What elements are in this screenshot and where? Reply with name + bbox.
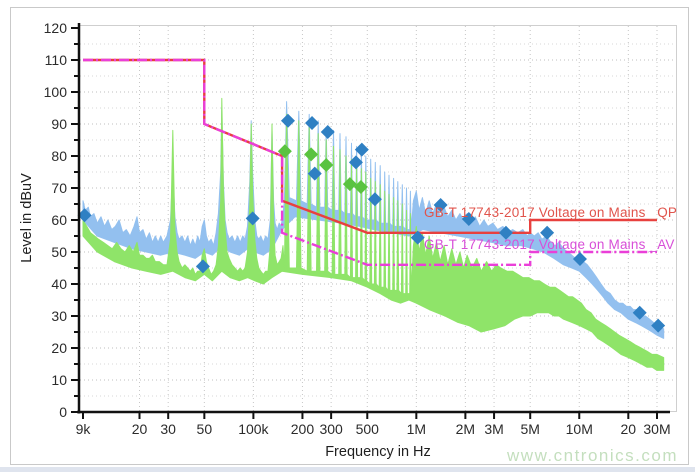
av-limit-label: GB-T 17743-2017 Voltage on Mains _AV (424, 237, 675, 252)
y-tick-label: 90 (51, 116, 67, 132)
x-tick-label: 30M (643, 421, 670, 437)
blue-diamonds-marker (572, 252, 587, 267)
blue-diamonds-marker (245, 211, 260, 226)
green-diamonds-marker (304, 147, 319, 162)
x-tick-label: 9k (76, 421, 92, 437)
x-tick-label: 3M (484, 421, 503, 437)
blue-diamonds-marker (320, 125, 335, 139)
blue-diamonds-marker (461, 212, 476, 227)
y-tick-label: 70 (51, 180, 67, 196)
x-tick-label: 10M (566, 421, 593, 437)
x-tick-label: 200 (291, 421, 315, 437)
y-tick-label: 20 (51, 340, 67, 356)
y-tick-label: 100 (44, 84, 68, 100)
blue-diamonds-marker (540, 225, 555, 240)
qp-limit-label: GB-T 17743-2017 Voltage on Mains _QP (424, 205, 677, 220)
green-diamonds-marker (277, 144, 292, 159)
y-tick-label: 0 (59, 404, 67, 420)
limit-lines (83, 58, 657, 266)
blue-diamonds-marker (498, 225, 513, 240)
x-axis-title: Frequency in Hz (325, 444, 431, 460)
blue-diamonds-marker (195, 259, 210, 274)
y-tick-label: 60 (51, 212, 67, 228)
y-tick-label: 40 (51, 276, 67, 292)
blue-diamonds-marker (280, 113, 295, 128)
blue-diamonds-marker (77, 208, 92, 223)
y-tick-label: 120 (44, 20, 68, 36)
axes: 9k 20 30 50 100k 200 300 500 1M 2M 3M 5M 10M 20 30M 0 10… (44, 20, 671, 437)
green-trace (82, 97, 665, 371)
x-tick-label: 5M (520, 421, 539, 437)
blue-diamonds-marker (305, 116, 320, 131)
x-tick-label: 20 (132, 421, 148, 437)
y-tick-label: 10 (51, 372, 67, 388)
y-tick-label: 50 (51, 244, 67, 260)
blue-diamonds-marker (354, 142, 369, 157)
x-tick-label: 30 (160, 421, 176, 437)
green-diamonds-marker (342, 177, 357, 192)
green-diamonds-marker (319, 157, 334, 172)
green-diamonds-marker (353, 180, 368, 195)
blue-diamonds-marker (307, 166, 322, 181)
blue-diamonds-marker (651, 318, 666, 333)
watermark: www.cntronics.com (506, 446, 678, 465)
x-tick-label: 100k (238, 421, 269, 437)
plot-area-border (79, 25, 677, 412)
blue-diamonds-marker (632, 305, 647, 320)
blue-diamonds-marker (410, 230, 425, 245)
x-tick-label: 1M (407, 421, 426, 437)
blue-diamonds-marker (367, 192, 382, 207)
measurement-markers (77, 113, 666, 333)
plot-background (79, 25, 677, 412)
blue-diamonds-marker (433, 197, 448, 212)
y-tick-label: 110 (45, 52, 68, 68)
y-tick-label: 80 (51, 148, 67, 164)
y-axis-title: Level in dBuV (19, 173, 35, 263)
blue-diamonds-marker (348, 155, 363, 170)
bottom-strip (0, 467, 695, 472)
y-tick-label: 30 (51, 308, 67, 324)
traces (82, 97, 665, 371)
x-tick-label: 2M (456, 421, 475, 437)
x-tick-label: 50 (197, 421, 213, 437)
av-limit-line (83, 58, 657, 266)
x-tick-label: 500 (356, 421, 380, 437)
x-tick-label: 300 (319, 421, 343, 437)
x-tick-label: 20 (621, 421, 637, 437)
